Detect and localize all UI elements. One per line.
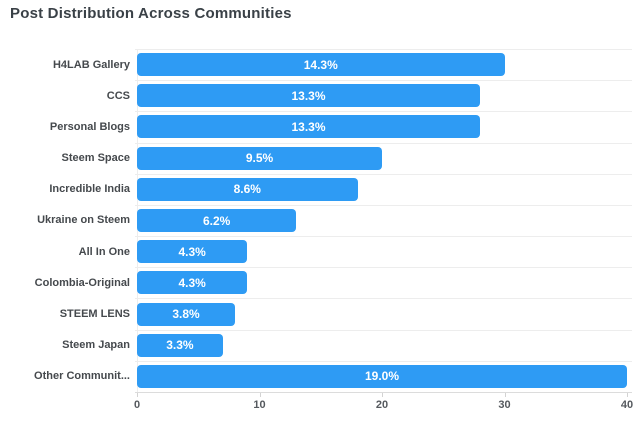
category-axis: H4LAB Gallery CCS Personal Blogs Steem Spac… bbox=[0, 49, 130, 392]
bar-value-label: 3.8% bbox=[172, 307, 200, 322]
row-gridline bbox=[135, 80, 632, 82]
category-label: Steem Japan bbox=[62, 339, 130, 352]
bar[interactable]: 19.0% bbox=[137, 364, 627, 388]
row-gridline bbox=[135, 267, 632, 269]
row-gridline bbox=[135, 204, 632, 206]
x-tick-mark bbox=[259, 393, 261, 397]
bar[interactable]: 8.6% bbox=[137, 177, 358, 201]
category-label: STEEM LENS bbox=[59, 307, 130, 320]
row-gridline bbox=[135, 236, 632, 238]
category-label: All In One bbox=[78, 245, 130, 258]
x-tick-mark bbox=[382, 393, 383, 397]
chart-title: Post Distribution Across Communities bbox=[10, 5, 292, 22]
row-gridline bbox=[135, 360, 632, 362]
bar[interactable]: 13.3% bbox=[137, 84, 480, 108]
x-axis-line bbox=[135, 392, 632, 393]
bar-value-label: 6.2% bbox=[202, 213, 231, 228]
x-tick-mark bbox=[627, 393, 628, 397]
bar[interactable]: 3.3% bbox=[137, 333, 223, 357]
x-tick-label: 20 bbox=[375, 399, 389, 411]
row-gridline bbox=[135, 142, 632, 144]
row-gridline bbox=[135, 111, 632, 113]
row-gridline bbox=[135, 329, 632, 331]
bar-value-label: 13.3% bbox=[291, 88, 326, 103]
x-tick-label: 40 bbox=[620, 399, 634, 411]
plot-area: 14.3% 13.3% 13.3% 9.5% 8.6% 6.2% 4.3% 4.3% 3.8% 3… bbox=[134, 49, 633, 411]
bar[interactable]: 6.2% bbox=[137, 209, 297, 232]
category-label: Colombia-Original bbox=[34, 276, 130, 289]
row-gridline bbox=[135, 173, 632, 175]
category-label: Other Communit... bbox=[34, 370, 130, 383]
x-tick-mark bbox=[504, 393, 506, 397]
category-label: Steem Space bbox=[61, 152, 130, 165]
bar-value-label: 19.0% bbox=[364, 369, 400, 384]
x-tick-mark bbox=[137, 393, 138, 397]
bar-value-label: 3.3% bbox=[166, 338, 194, 353]
row-gridline bbox=[135, 298, 632, 300]
bar[interactable]: 3.8% bbox=[137, 302, 235, 326]
x-tick-label: 30 bbox=[498, 399, 511, 411]
category-label: CCS bbox=[106, 89, 130, 102]
row-gridline bbox=[135, 49, 632, 50]
bar-value-label: 8.6% bbox=[233, 182, 261, 197]
category-label: H4LAB Gallery bbox=[52, 58, 130, 71]
bar[interactable]: 9.5% bbox=[137, 146, 382, 170]
x-tick-label: 10 bbox=[253, 399, 266, 411]
bar[interactable]: 4.3% bbox=[137, 271, 248, 295]
x-tick-label: 0 bbox=[133, 399, 141, 411]
bar[interactable]: 13.3% bbox=[137, 115, 480, 139]
bar-value-label: 4.3% bbox=[178, 275, 206, 290]
bar-value-label: 13.3% bbox=[291, 119, 326, 134]
bar[interactable]: 4.3% bbox=[137, 240, 248, 264]
bar-value-label: 9.5% bbox=[245, 151, 274, 166]
category-label: Ukraine on Steem bbox=[37, 214, 130, 227]
bar-value-label: 14.3% bbox=[303, 57, 338, 72]
category-label: Personal Blogs bbox=[49, 120, 130, 133]
category-label: Incredible India bbox=[49, 183, 130, 196]
bar[interactable]: 14.3% bbox=[137, 53, 505, 77]
bar-value-label: 4.3% bbox=[178, 244, 206, 259]
